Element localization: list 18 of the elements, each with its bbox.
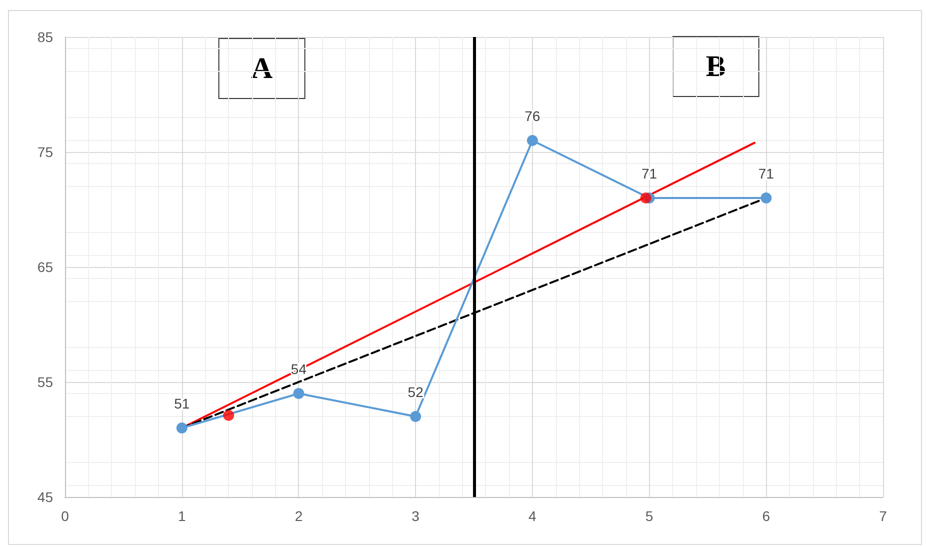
- y-tick-label: 45: [37, 489, 54, 505]
- x-tick-label: 1: [178, 508, 186, 524]
- x-tick-label: 7: [879, 508, 888, 524]
- y-tick-label: 55: [37, 374, 54, 390]
- x-tick-label: 4: [528, 508, 537, 524]
- y-tick-label: 85: [37, 29, 54, 45]
- data-label: 71: [758, 166, 774, 182]
- x-tick-label: 5: [645, 508, 654, 524]
- data-label: 76: [524, 108, 540, 124]
- x-tick-label: 3: [412, 508, 420, 524]
- data-label: 52: [408, 384, 424, 400]
- x-tick-label: 2: [294, 508, 303, 524]
- y-tick-label: 75: [37, 144, 54, 160]
- y-tick-label: 65: [37, 259, 54, 275]
- data-label: 51: [174, 396, 190, 412]
- x-tick-label: 0: [61, 508, 70, 524]
- data-label: 71: [641, 166, 658, 182]
- x-tick-label: 6: [762, 508, 770, 524]
